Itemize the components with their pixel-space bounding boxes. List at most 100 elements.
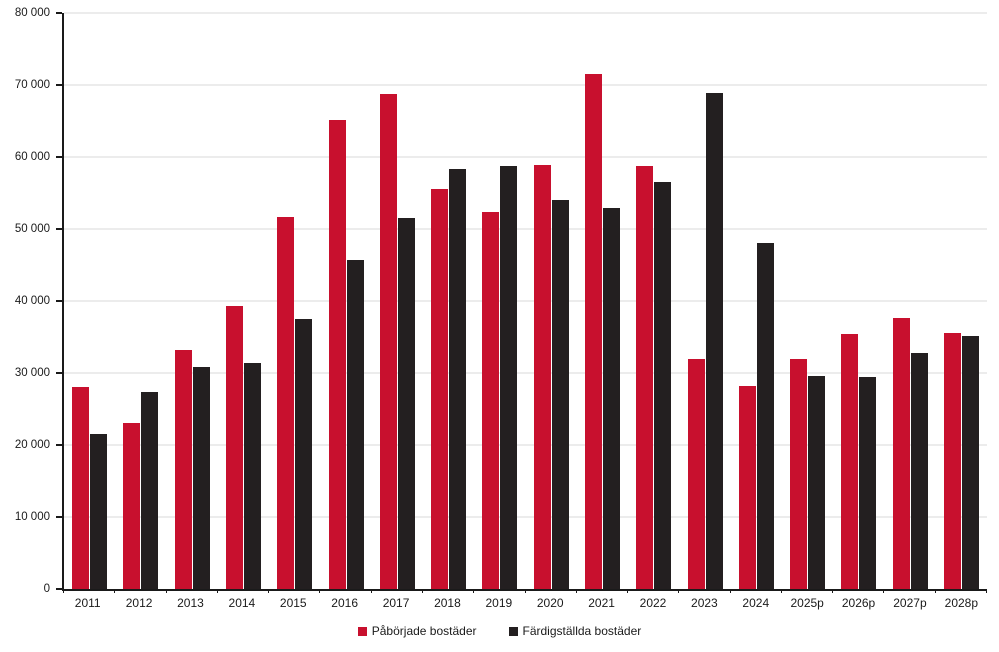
y-axis-tick-label: 0 bbox=[43, 583, 50, 595]
bar-completed bbox=[500, 166, 518, 589]
x-axis-tick-icon bbox=[934, 589, 936, 593]
bar-completed bbox=[295, 319, 313, 589]
bar-completed bbox=[910, 352, 928, 589]
x-axis-tick-icon bbox=[832, 589, 834, 593]
x-axis-label: 2025p bbox=[790, 596, 824, 610]
gridline bbox=[64, 444, 987, 446]
y-axis-tick-label: 20 000 bbox=[14, 439, 50, 451]
gridline bbox=[64, 84, 987, 86]
bar-started bbox=[841, 334, 859, 589]
bar-started bbox=[72, 387, 90, 589]
x-axis-tick-icon bbox=[780, 589, 782, 593]
x-axis-label: 2022 bbox=[639, 596, 667, 610]
x-axis-tick-icon bbox=[883, 589, 885, 593]
x-axis-label: 2024 bbox=[742, 596, 770, 610]
bar-group bbox=[628, 13, 679, 589]
bar-completed bbox=[654, 182, 672, 589]
bar-completed bbox=[397, 218, 415, 589]
x-axis-label: 2015 bbox=[279, 596, 307, 610]
bar-group bbox=[372, 13, 423, 589]
x-axis-tick-icon bbox=[268, 589, 270, 593]
bar-started bbox=[431, 189, 449, 589]
bar-started bbox=[277, 217, 295, 589]
bar-started bbox=[379, 94, 397, 589]
gridline bbox=[64, 516, 987, 518]
y-axis-tick-label: 10 000 bbox=[14, 511, 50, 523]
y-axis-tick-icon bbox=[56, 516, 62, 518]
x-axis-label: 2016 bbox=[331, 596, 358, 610]
legend-label-started: Påbörjade bostäder bbox=[371, 624, 477, 638]
bar-completed bbox=[551, 200, 569, 589]
y-axis-tick-label: 70 000 bbox=[14, 79, 50, 91]
x-axis-label: 2026p bbox=[841, 596, 876, 610]
bar-started bbox=[533, 164, 551, 589]
legend-item-completed: Färdigställda bostäder bbox=[508, 624, 642, 638]
bar-started bbox=[943, 333, 961, 589]
bar-completed bbox=[808, 375, 826, 589]
x-axis-label: 2018 bbox=[434, 596, 461, 610]
legend: Påbörjade bostäder Färdigställda bostäde… bbox=[0, 624, 999, 638]
y-axis-tick-icon bbox=[56, 12, 62, 14]
bar-completed bbox=[602, 208, 620, 589]
y-axis-tick-label: 80 000 bbox=[14, 7, 50, 19]
bar-started bbox=[687, 359, 705, 589]
x-axis-tick-icon bbox=[421, 589, 423, 593]
x-axis-tick-icon bbox=[678, 589, 680, 593]
bar-group bbox=[269, 13, 320, 589]
bar-group bbox=[320, 13, 371, 589]
bar-completed bbox=[756, 243, 774, 589]
x-axis-tick-icon bbox=[986, 589, 987, 593]
bar-group bbox=[474, 13, 525, 589]
x-axis-label: 2020 bbox=[536, 596, 564, 610]
bar-started bbox=[636, 165, 654, 589]
y-axis-tick-icon bbox=[56, 84, 62, 86]
legend-item-started: Påbörjade bostäder bbox=[357, 624, 477, 638]
legend-swatch-completed-icon bbox=[508, 626, 518, 636]
bar-group bbox=[115, 13, 166, 589]
plot-area bbox=[62, 12, 987, 593]
bar-started bbox=[738, 385, 756, 589]
x-axis-tick-icon bbox=[63, 589, 64, 593]
x-axis-tick-icon bbox=[729, 589, 731, 593]
bar-completed bbox=[859, 376, 877, 589]
bar-started bbox=[174, 349, 192, 589]
x-axis-label: 2021 bbox=[588, 596, 615, 610]
x-axis-label: 2014 bbox=[228, 596, 256, 610]
x-axis-label: 2011 bbox=[74, 596, 101, 610]
bar-group bbox=[218, 13, 269, 589]
x-axis-tick-icon bbox=[575, 589, 577, 593]
bar-started bbox=[123, 422, 141, 589]
x-axis-label: 2017 bbox=[382, 596, 410, 610]
bar-started bbox=[790, 359, 808, 589]
x-axis-tick-icon bbox=[216, 589, 218, 593]
bar-started bbox=[482, 212, 500, 589]
x-axis-tick-icon bbox=[473, 589, 475, 593]
y-axis-tick-label: 60 000 bbox=[14, 151, 50, 163]
gridline bbox=[64, 156, 987, 158]
x-axis-label: 2027p bbox=[893, 596, 927, 610]
y-axis-tick-label: 30 000 bbox=[14, 367, 50, 379]
bar-completed bbox=[346, 259, 364, 589]
x-axis-tick-icon bbox=[114, 589, 116, 593]
y-axis-tick-icon bbox=[56, 156, 62, 158]
legend-swatch-started-icon bbox=[357, 626, 367, 636]
legend-label-completed: Färdigställda bostäder bbox=[522, 624, 642, 638]
bar-started bbox=[584, 74, 602, 589]
x-axis-tick-icon bbox=[165, 589, 167, 593]
bar-group bbox=[526, 13, 577, 589]
bar-started bbox=[892, 318, 910, 589]
y-axis-tick-icon bbox=[56, 444, 62, 446]
bar-group bbox=[679, 13, 730, 589]
gridline bbox=[64, 12, 987, 14]
gridline bbox=[64, 372, 987, 374]
y-axis-tick-icon bbox=[56, 372, 62, 374]
bar-group bbox=[885, 13, 936, 589]
bar-completed bbox=[90, 434, 108, 589]
bar-completed bbox=[141, 391, 159, 589]
x-axis-label: 2023 bbox=[691, 596, 718, 610]
y-axis-tick-icon bbox=[56, 588, 62, 590]
x-axis-label: 2013 bbox=[177, 596, 204, 610]
y-axis-tick-icon bbox=[56, 228, 62, 230]
bar-completed bbox=[961, 335, 979, 589]
